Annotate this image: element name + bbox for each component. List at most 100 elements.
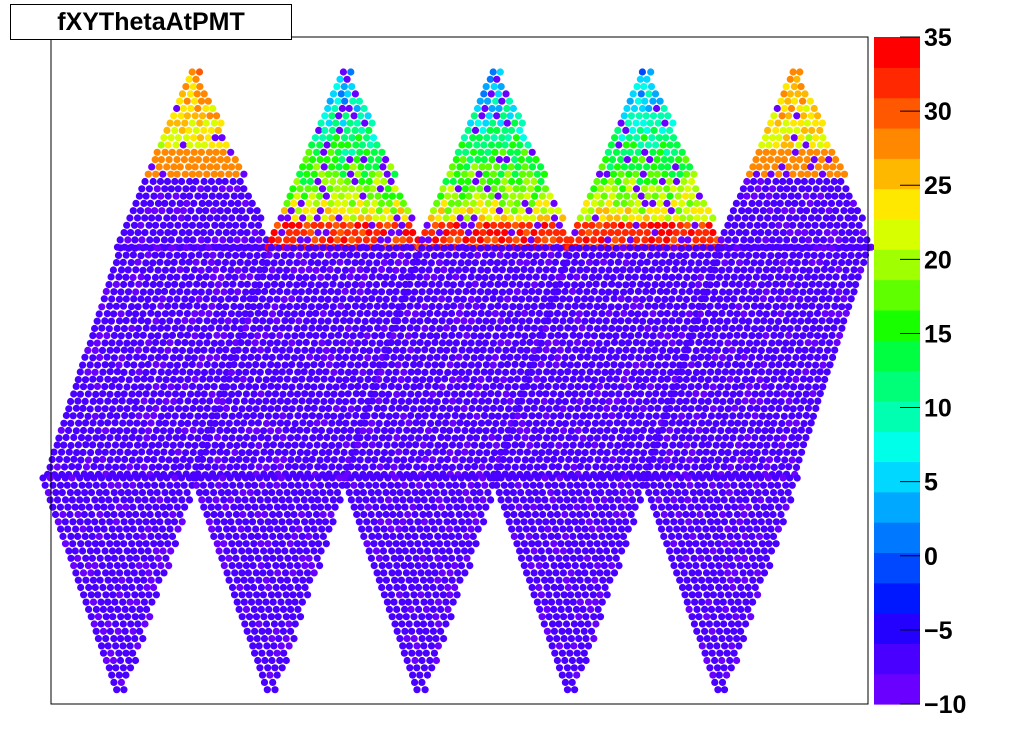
scatter-point: [496, 251, 504, 259]
scatter-point: [218, 441, 226, 449]
scatter-point: [117, 310, 125, 318]
scatter-point: [233, 441, 241, 450]
scatter-point: [634, 489, 642, 497]
scatter-point: [366, 448, 374, 456]
scatter-point: [242, 199, 250, 207]
scatter-point: [123, 221, 131, 229]
scatter-point: [76, 474, 84, 482]
scatter-point: [336, 177, 345, 186]
scatter-point: [207, 177, 215, 186]
scatter-point: [216, 426, 224, 434]
scatter-point: [129, 649, 137, 657]
scatter-point: [210, 489, 218, 497]
scatter-point: [253, 635, 261, 643]
scatter-point: [361, 295, 369, 303]
scatter-point: [212, 244, 220, 252]
scatter-point: [450, 302, 458, 310]
scatter-point: [86, 405, 94, 413]
scatter-point: [227, 310, 235, 318]
scatter-point: [493, 214, 501, 222]
scatter-point: [72, 569, 80, 577]
scatter-point: [535, 433, 543, 442]
scatter-point: [481, 104, 489, 113]
scatter-point: [132, 199, 140, 207]
scatter-point: [435, 518, 443, 526]
scatter-point: [211, 134, 219, 142]
scatter-point: [199, 375, 207, 383]
scatter-point: [251, 481, 259, 489]
scatter-point: [131, 656, 140, 665]
scatter-point: [242, 540, 250, 548]
scatter-point: [573, 221, 582, 229]
scatter-point: [397, 354, 405, 362]
scatter-point: [668, 295, 676, 303]
scatter-point: [450, 496, 458, 504]
scatter-point: [350, 419, 358, 427]
scatter-point: [88, 510, 96, 519]
scatter-point: [259, 591, 267, 599]
scatter-point: [446, 383, 454, 391]
scatter-point: [252, 361, 260, 369]
scatter-point: [254, 419, 262, 427]
scatter-point: [624, 383, 633, 391]
scatter-point: [549, 266, 557, 274]
scatter-point: [379, 163, 387, 171]
scatter-point: [244, 317, 252, 325]
scatter-point: [184, 214, 192, 222]
scatter-point: [297, 199, 305, 207]
scatter-point: [401, 525, 409, 533]
scatter-point: [504, 496, 513, 504]
scatter-point: [480, 141, 488, 149]
scatter-point: [479, 324, 487, 332]
scatter-point: [438, 339, 447, 347]
scatter-point: [208, 525, 216, 533]
scatter-point: [535, 412, 543, 420]
scatter-point: [646, 207, 654, 215]
scatter-point: [60, 419, 68, 427]
scatter-point: [87, 569, 95, 577]
scatter-point: [420, 664, 428, 672]
scatter-point: [626, 236, 635, 244]
scatter-point: [466, 456, 474, 464]
scatter-point: [384, 236, 392, 244]
scatter-point: [368, 207, 376, 215]
scatter-point: [156, 229, 164, 237]
scatter-point: [278, 664, 286, 672]
scatter-point: [192, 481, 201, 489]
scatter-point: [600, 192, 608, 200]
scatter-point: [451, 456, 459, 464]
scatter-point: [549, 244, 558, 252]
scatter-point: [483, 134, 491, 142]
scatter-point: [320, 288, 328, 296]
scatter-point: [152, 221, 160, 229]
scatter-point: [420, 496, 428, 504]
scatter-point: [358, 177, 366, 186]
scatter-point: [533, 463, 542, 471]
scatter-point: [230, 503, 238, 511]
scatter-point: [138, 489, 147, 497]
scatter-point: [448, 163, 456, 171]
scatter-point: [241, 266, 249, 274]
scatter-point: [103, 532, 111, 541]
scatter-point: [269, 576, 277, 584]
scatter-point: [609, 273, 617, 282]
scatter-point: [314, 177, 322, 186]
scatter-point: [526, 397, 534, 405]
scatter-point: [523, 346, 531, 354]
scatter-point: [111, 441, 120, 449]
scatter-point: [636, 75, 645, 83]
scatter-point: [437, 192, 445, 200]
scatter-point: [573, 481, 581, 489]
scatter-point: [281, 339, 289, 347]
scatter-point: [306, 214, 314, 222]
scatter-point: [312, 199, 320, 207]
scatter-point: [479, 346, 487, 354]
scatter-point: [473, 104, 482, 113]
scatter-point: [561, 332, 569, 340]
scatter-point: [413, 463, 421, 471]
scatter-point: [283, 576, 291, 584]
scatter-point: [213, 412, 221, 420]
scatter-point: [474, 361, 483, 369]
scatter-point: [293, 281, 301, 289]
scatter-point: [637, 433, 645, 442]
